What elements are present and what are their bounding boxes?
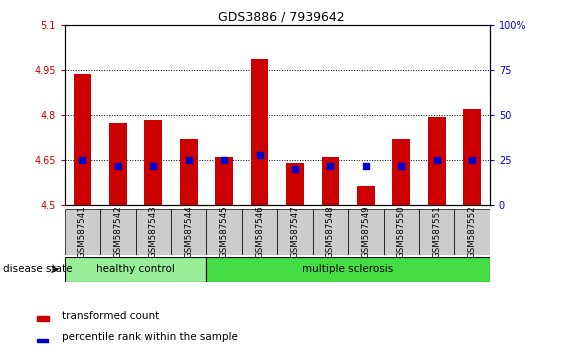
Bar bbox=[145, 120, 162, 205]
Text: GSM587551: GSM587551 bbox=[432, 205, 441, 258]
Bar bbox=[321, 157, 339, 205]
Bar bbox=[312, 209, 348, 255]
Point bbox=[184, 157, 193, 163]
Bar bbox=[286, 163, 304, 205]
Bar bbox=[348, 209, 383, 255]
Text: GSM587547: GSM587547 bbox=[291, 205, 300, 258]
Bar bbox=[109, 122, 127, 205]
Text: transformed count: transformed count bbox=[62, 311, 160, 321]
Point bbox=[113, 163, 122, 169]
Text: GSM587542: GSM587542 bbox=[113, 205, 122, 258]
Point bbox=[432, 157, 441, 163]
Bar bbox=[171, 209, 207, 255]
Bar bbox=[37, 316, 50, 321]
Text: healthy control: healthy control bbox=[96, 264, 175, 274]
Text: GSM587541: GSM587541 bbox=[78, 205, 87, 258]
Point bbox=[78, 157, 87, 163]
Text: GSM587548: GSM587548 bbox=[326, 205, 335, 258]
Text: GSM587549: GSM587549 bbox=[361, 206, 370, 258]
Bar bbox=[392, 139, 410, 205]
Bar bbox=[428, 116, 445, 205]
Text: GSM587544: GSM587544 bbox=[184, 205, 193, 258]
Bar bbox=[100, 209, 136, 255]
Text: GSM587546: GSM587546 bbox=[255, 205, 264, 258]
Bar bbox=[207, 257, 490, 282]
Point bbox=[220, 157, 229, 163]
Bar bbox=[215, 157, 233, 205]
Bar bbox=[207, 209, 242, 255]
Text: percentile rank within the sample: percentile rank within the sample bbox=[62, 331, 238, 342]
Bar bbox=[383, 209, 419, 255]
Text: GSM587552: GSM587552 bbox=[468, 205, 477, 258]
Bar bbox=[74, 74, 91, 205]
Text: disease state: disease state bbox=[3, 264, 72, 274]
Text: GSM587545: GSM587545 bbox=[220, 205, 229, 258]
Point bbox=[397, 163, 406, 169]
Point bbox=[255, 152, 264, 158]
Bar bbox=[65, 209, 100, 255]
Text: GSM587550: GSM587550 bbox=[397, 205, 406, 258]
Point bbox=[361, 163, 370, 169]
Bar bbox=[251, 59, 269, 205]
Point bbox=[149, 163, 158, 169]
Bar bbox=[65, 257, 207, 282]
Bar bbox=[463, 109, 481, 205]
Text: GDS3886 / 7939642: GDS3886 / 7939642 bbox=[218, 11, 345, 24]
Bar bbox=[357, 186, 375, 205]
Point bbox=[468, 157, 477, 163]
Bar bbox=[454, 209, 490, 255]
Bar bbox=[180, 139, 198, 205]
Text: multiple sclerosis: multiple sclerosis bbox=[302, 264, 394, 274]
Point bbox=[326, 163, 335, 169]
Bar bbox=[242, 209, 277, 255]
Bar bbox=[136, 209, 171, 255]
Bar bbox=[278, 209, 312, 255]
Point bbox=[291, 166, 300, 172]
Bar bbox=[419, 209, 454, 255]
Bar bbox=[37, 339, 48, 343]
Text: GSM587543: GSM587543 bbox=[149, 205, 158, 258]
